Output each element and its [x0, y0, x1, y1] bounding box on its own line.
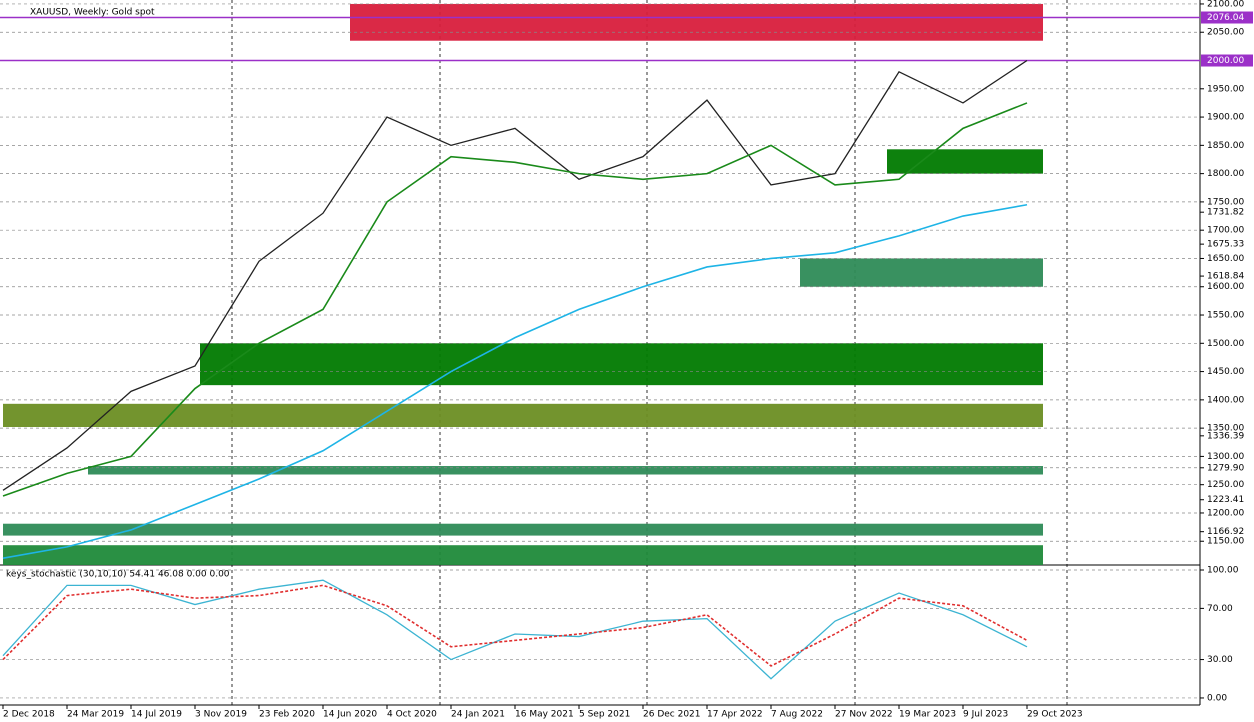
x-tick-label: 19 Mar 2023 — [899, 710, 956, 720]
level-label-box — [1201, 11, 1253, 24]
y-tick-label: 70.00 — [1207, 604, 1233, 614]
chart-title: XAUUSD, Weekly: Gold spot — [30, 8, 155, 18]
y-tick-label: 1675.33 — [1207, 240, 1244, 250]
y-tick-label: 30.00 — [1207, 655, 1233, 665]
y-tick-label: 1750.00 — [1207, 197, 1244, 207]
y-tick-label: 1600.00 — [1207, 282, 1244, 292]
x-tick-label: 14 Jul 2019 — [131, 710, 182, 720]
x-tick-label: 24 Mar 2019 — [67, 710, 124, 720]
x-tick-label: 5 Sep 2021 — [579, 710, 630, 720]
x-tick-label: 27 Nov 2022 — [835, 710, 893, 720]
x-tick-label: 17 Apr 2022 — [707, 710, 763, 720]
y-tick-label: 1279.90 — [1207, 463, 1244, 473]
x-tick-label: 9 Jul 2023 — [963, 710, 1008, 720]
y-tick-label: 1731.82 — [1207, 208, 1244, 218]
zone — [350, 3, 1043, 41]
x-tick-label: 16 May 2021 — [515, 710, 574, 720]
y-tick-label: 1300.00 — [1207, 452, 1244, 462]
indicator-title: keys_stochastic (30,10,10) 54.41 46.08 0… — [6, 570, 230, 580]
zone — [3, 403, 1043, 428]
y-tick-label: 1450.00 — [1207, 367, 1244, 377]
x-tick-label: 24 Jan 2021 — [451, 710, 505, 720]
series-line — [2, 584, 1028, 667]
y-tick-label: 1400.00 — [1207, 395, 1244, 405]
y-tick-label: 1650.00 — [1207, 254, 1244, 264]
y-tick-label: 1350.00 — [1207, 424, 1244, 434]
x-tick-label: 2 Dec 2018 — [3, 710, 55, 720]
x-tick-label: 26 Dec 2021 — [643, 710, 701, 720]
zone — [200, 343, 1043, 386]
x-tick-label: 23 Feb 2020 — [259, 710, 315, 720]
series-line — [2, 102, 1028, 497]
y-tick-label: 100.00 — [1207, 565, 1239, 575]
zone — [88, 466, 1043, 475]
y-tick-label: 2050.00 — [1207, 28, 1244, 38]
y-tick-label: 1550.00 — [1207, 311, 1244, 321]
y-tick-label: 1166.92 — [1207, 527, 1244, 537]
y-tick-label: 1500.00 — [1207, 339, 1244, 349]
y-tick-label: 1900.00 — [1207, 113, 1244, 123]
zone — [3, 545, 1043, 565]
x-tick-label: 29 Oct 2023 — [1027, 710, 1083, 720]
level-label: 2000.00 — [1207, 56, 1244, 66]
level-label: 2076.04 — [1207, 13, 1244, 23]
series-line — [2, 579, 1028, 680]
y-tick-label: 2100.00 — [1207, 0, 1244, 9]
y-tick-label: 1950.00 — [1207, 84, 1244, 94]
y-tick-label: 1618.84 — [1207, 272, 1244, 282]
y-tick-label: 1150.00 — [1207, 537, 1244, 547]
series-line — [2, 203, 1028, 560]
y-tick-label: 1850.00 — [1207, 141, 1244, 151]
series-line — [2, 59, 1028, 491]
y-tick-label: 1800.00 — [1207, 169, 1244, 179]
y-tick-label: 1336.39 — [1207, 431, 1244, 441]
y-tick-label: 1200.00 — [1207, 508, 1244, 518]
y-tick-label: 0.00 — [1207, 693, 1227, 703]
y-tick-label: 1223.41 — [1207, 495, 1244, 505]
x-tick-label: 7 Aug 2022 — [771, 710, 823, 720]
level-label-box — [1201, 54, 1253, 67]
x-tick-label: 3 Nov 2019 — [195, 710, 247, 720]
zone — [800, 258, 1043, 287]
y-tick-label: 1700.00 — [1207, 226, 1244, 236]
x-tick-label: 14 Jun 2020 — [323, 710, 377, 720]
y-tick-label: 1250.00 — [1207, 480, 1244, 490]
x-tick-label: 4 Oct 2020 — [387, 710, 437, 720]
zone — [887, 149, 1043, 174]
zone — [3, 523, 1043, 536]
